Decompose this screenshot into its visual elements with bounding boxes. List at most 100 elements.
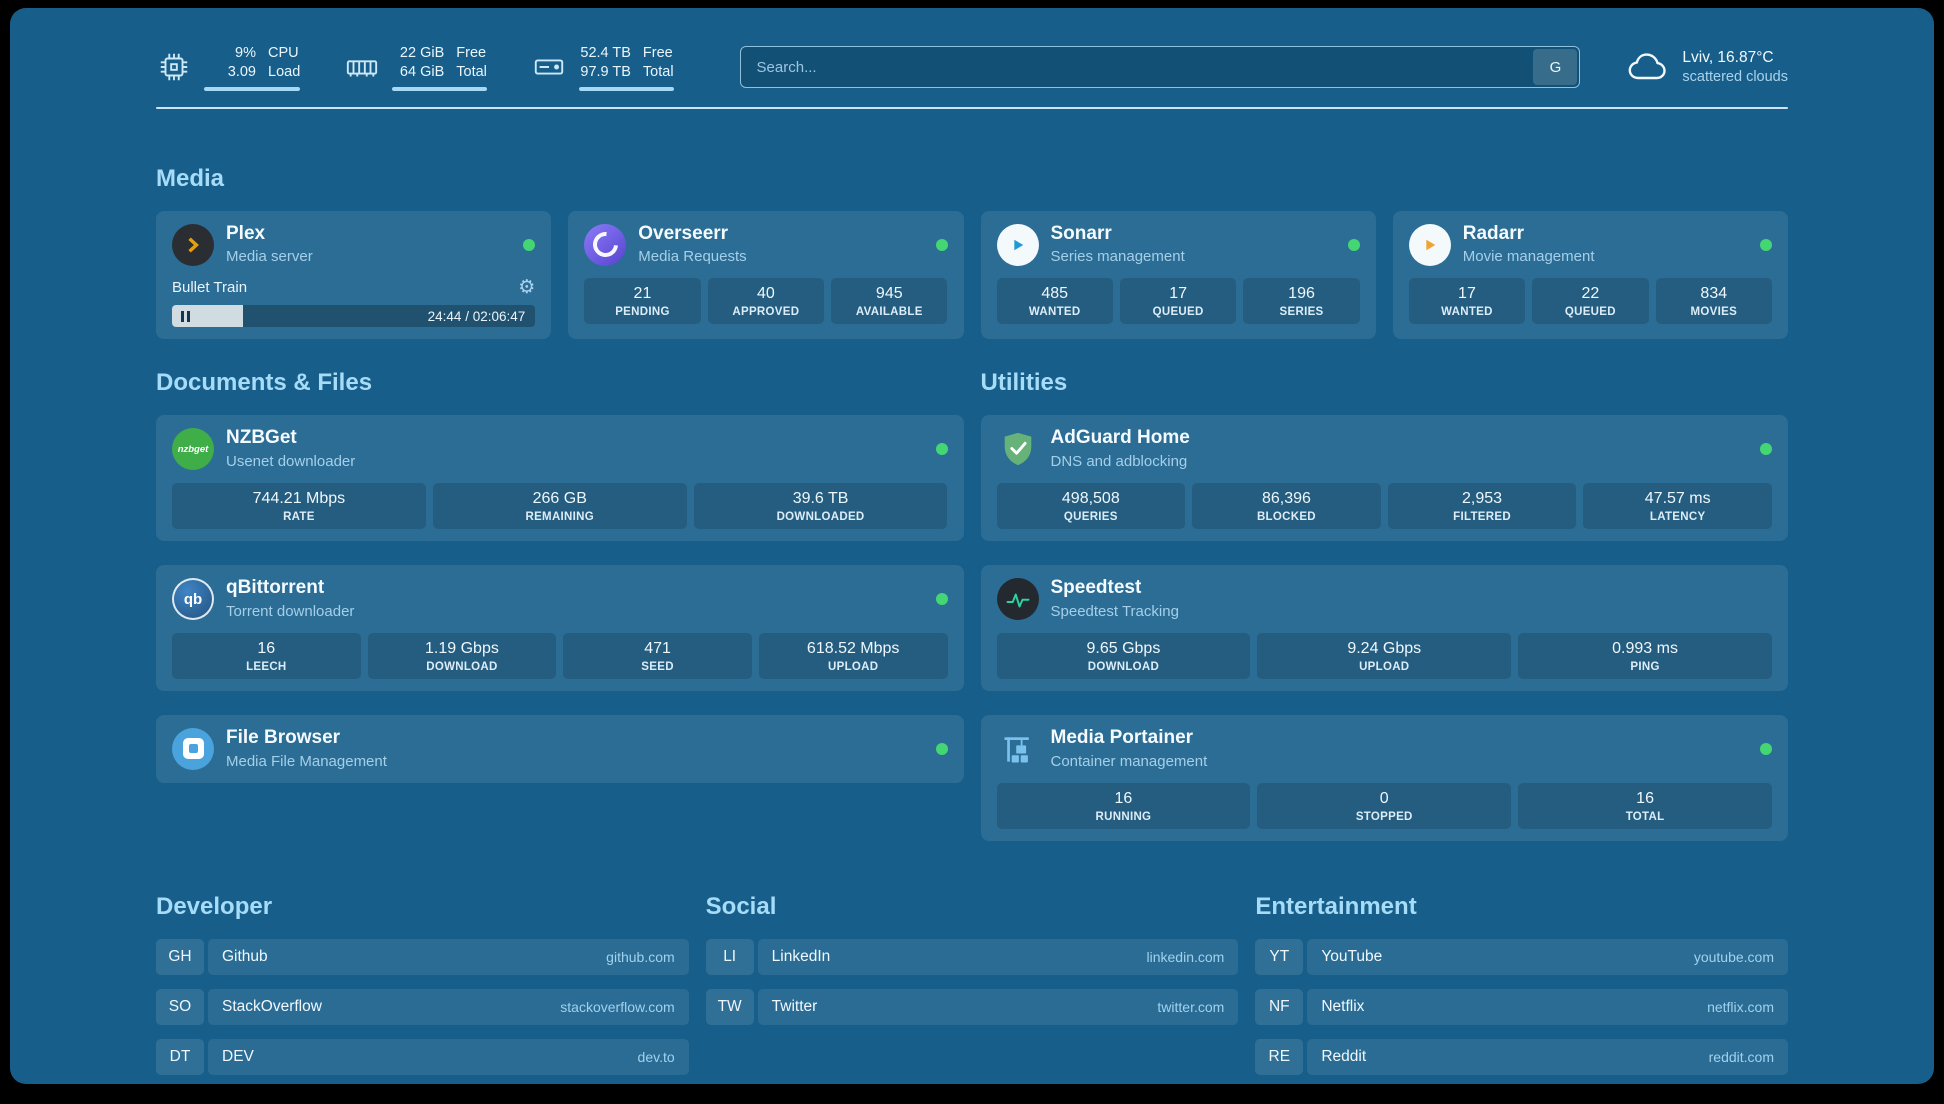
cpu-widget: 9% 3.09 CPU Load	[156, 44, 301, 91]
cpu-load: 3.09	[227, 63, 256, 80]
bookmark-url: reddit.com	[1708, 1048, 1774, 1065]
stat-block: 834 MOVIES	[1655, 278, 1772, 325]
service-card-overseerr[interactable]: Overseerr Media Requests 21 PENDING 40 A…	[568, 210, 964, 340]
playback-progress-bar[interactable]: 24:44 / 02:06:47	[172, 305, 536, 328]
bookmark-abbr: TW	[705, 988, 754, 1025]
stat-block: 17 WANTED	[1408, 278, 1526, 325]
bookmark-name: Reddit	[1321, 1047, 1367, 1065]
service-card-radarr[interactable]: Radarr Movie management 17 WANTED 22 QUE…	[1392, 210, 1788, 340]
bookmark-url: dev.to	[637, 1048, 675, 1065]
bookmark-name: LinkedIn	[771, 947, 831, 965]
memory-icon	[344, 49, 380, 85]
service-subtitle: Media server	[226, 248, 313, 266]
weather-location: Lviv, 16.87°C	[1682, 48, 1774, 66]
bookmark-url: netflix.com	[1707, 998, 1774, 1015]
stat-block: 618.52 Mbps UPLOAD	[758, 633, 948, 680]
dashboard: 9% 3.09 CPU Load	[10, 8, 1934, 1084]
service-subtitle: Speedtest Tracking	[1050, 603, 1179, 621]
gear-icon[interactable]: ⚙	[518, 277, 536, 299]
status-dot	[935, 742, 948, 755]
bookmark-name: DEV	[222, 1047, 254, 1065]
search-provider-button[interactable]: G	[1533, 49, 1578, 86]
stat-block: 9.65 Gbps DOWNLOAD	[996, 633, 1251, 680]
bookmark-name: StackOverflow	[222, 997, 322, 1015]
cpu-percent: 9%	[235, 45, 256, 61]
bookmark-abbr: LI	[705, 938, 754, 975]
service-card-qbittorrent[interactable]: qb qBittorrent Torrent downloader 16 LEE…	[156, 565, 964, 692]
service-card-nzbget[interactable]: nzbget NZBGet Usenet downloader 744.21 M…	[156, 415, 964, 542]
bookmark-url: youtube.com	[1693, 948, 1774, 965]
bookmark-abbr: DT	[156, 1038, 204, 1075]
disk-total-label: Total	[642, 63, 674, 80]
section-title-media: Media	[156, 164, 225, 192]
stat-block: 0 STOPPED	[1257, 782, 1512, 829]
stat-block: 16 LEECH	[172, 633, 361, 680]
speedtest-icon	[996, 578, 1039, 621]
bookmark-url: twitter.com	[1157, 998, 1225, 1015]
bookmark-name: Twitter	[771, 997, 818, 1015]
bookmark-linkedin[interactable]: LI LinkedIn linkedin.com	[705, 938, 1239, 975]
bookmark-netflix[interactable]: NF Netflix netflix.com	[1255, 988, 1788, 1025]
sonarr-icon	[996, 223, 1039, 266]
service-name: File Browser	[226, 727, 341, 749]
bookmark-abbr: SO	[156, 988, 204, 1025]
disk-free-label: Free	[642, 45, 673, 61]
bookmarks-developer: Developer GH Github github.com SO StackO…	[156, 893, 689, 1075]
stat-block: 9.24 Gbps UPLOAD	[1257, 633, 1512, 680]
bookmark-github[interactable]: GH Github github.com	[156, 938, 689, 975]
bookmark-name: YouTube	[1321, 947, 1383, 965]
service-name: Overseerr	[638, 222, 729, 244]
service-name: Media Portainer	[1050, 727, 1194, 749]
status-dot	[935, 593, 948, 606]
bookmark-abbr: GH	[156, 938, 204, 975]
status-dot	[1760, 742, 1772, 755]
cloud-icon	[1626, 50, 1670, 84]
pause-icon[interactable]	[181, 310, 190, 322]
stat-block: 485 WANTED	[996, 278, 1113, 325]
now-playing-title: Bullet Train	[172, 279, 248, 297]
section-title-social: Social	[705, 892, 777, 920]
bookmark-abbr: RE	[1255, 1038, 1304, 1075]
service-card-sonarr[interactable]: Sonarr Series management 485 WANTED 17 Q…	[980, 210, 1376, 340]
disk-free: 52.4 TB	[580, 45, 631, 61]
cpu-usage-bar	[204, 86, 301, 91]
section-title-documents: Documents & Files	[156, 369, 373, 397]
bookmark-url: linkedin.com	[1146, 948, 1225, 965]
service-card-plex[interactable]: Plex Media server Bullet Train ⚙ 24:44 /…	[156, 210, 552, 340]
section-title-developer: Developer	[156, 892, 273, 920]
bookmark-twitter[interactable]: TW Twitter twitter.com	[705, 988, 1239, 1025]
playback-time: 24:44 / 02:06:47	[427, 308, 526, 324]
status-dot	[935, 443, 948, 456]
section-title-utilities: Utilities	[980, 369, 1068, 397]
service-card-portainer[interactable]: Media Portainer Container management 16 …	[980, 715, 1788, 841]
service-name: qBittorrent	[226, 577, 325, 599]
service-card-adguard[interactable]: AdGuard Home DNS and adblocking 498,508 …	[980, 415, 1788, 542]
service-subtitle: Media File Management	[226, 752, 387, 770]
status-dot	[935, 238, 948, 251]
service-subtitle: Series management	[1050, 248, 1185, 266]
nzbget-icon: nzbget	[172, 428, 214, 471]
disk-total: 97.9 TB	[580, 63, 631, 80]
memory-free: 22 GiB	[399, 45, 445, 61]
bookmark-youtube[interactable]: YT YouTube youtube.com	[1255, 938, 1788, 975]
service-card-speedtest[interactable]: Speedtest Speedtest Tracking 9.65 Gbps D…	[980, 565, 1788, 692]
stat-block: 22 QUEUED	[1532, 278, 1649, 325]
service-subtitle: DNS and adblocking	[1050, 453, 1188, 471]
bookmark-reddit[interactable]: RE Reddit reddit.com	[1255, 1038, 1788, 1075]
service-subtitle: Container management	[1050, 752, 1208, 770]
bookmark-dev[interactable]: DT DEV dev.to	[156, 1038, 689, 1075]
disk-widget: 52.4 TB 97.9 TB Free Total	[531, 44, 674, 91]
weather-widget: Lviv, 16.87°C scattered clouds	[1626, 48, 1788, 87]
cpu-icon	[156, 49, 192, 85]
stat-block: 498,508 QUERIES	[996, 483, 1186, 530]
cpu-label: CPU	[268, 45, 299, 61]
service-subtitle: Media Requests	[638, 248, 747, 266]
status-dot	[1760, 238, 1772, 251]
bookmarks-entertainment: Entertainment YT YouTube youtube.com NF …	[1255, 893, 1788, 1075]
stat-block: 39.6 TB DOWNLOADED	[693, 483, 948, 530]
service-card-filebrowser[interactable]: File Browser Media File Management	[156, 715, 964, 783]
section-utilities: Utilities AdGuard Home DNS and adblockin…	[980, 369, 1788, 841]
section-documents: Documents & Files nzbget NZBGet Usenet d…	[156, 369, 964, 783]
search-input[interactable]	[739, 46, 1581, 89]
bookmark-stackoverflow[interactable]: SO StackOverflow stackoverflow.com	[156, 988, 689, 1025]
